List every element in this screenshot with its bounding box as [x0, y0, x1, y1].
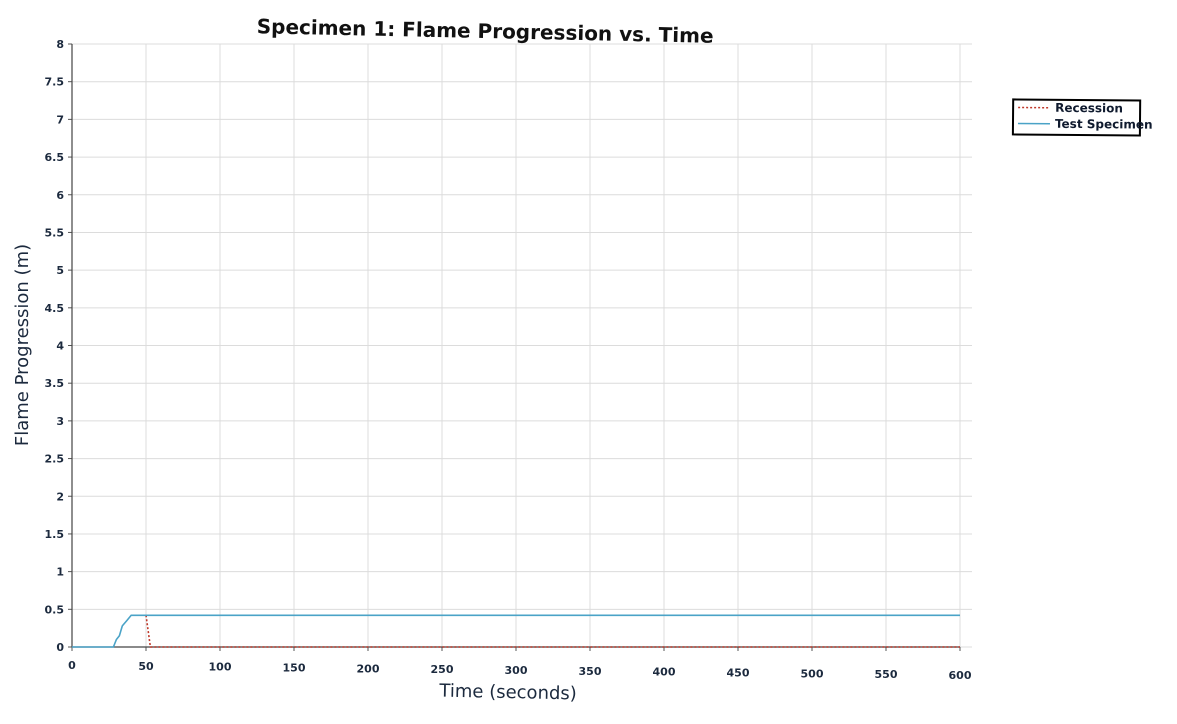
y-tick-label: 4 [56, 340, 64, 353]
x-tick-label: 600 [949, 669, 972, 682]
x-tick-label: 550 [875, 668, 898, 681]
y-tick-label: 1 [56, 566, 64, 579]
legend-label-test-specimen: Test Specimen [1055, 117, 1153, 132]
x-tick-label: 50 [138, 660, 154, 673]
y-tick-label: 0.5 [45, 603, 65, 616]
y-tick-label: 7 [56, 113, 64, 126]
x-tick-label: 200 [357, 662, 380, 675]
y-tick-label: 3 [56, 415, 64, 428]
y-tick-label: 3.5 [45, 377, 65, 390]
y-axis-label: Flame Progression (m) [12, 244, 33, 446]
y-tick-label: 5.5 [45, 226, 65, 239]
y-tick-label: 6.5 [45, 151, 65, 164]
y-tick-label: 6 [56, 189, 64, 202]
y-tick-label: 2.5 [45, 453, 65, 466]
y-tick-label: 8 [56, 38, 64, 51]
y-tick-label: 0 [56, 641, 64, 654]
legend: Recession Test Specimen [1013, 99, 1153, 135]
x-tick-label: 0 [68, 659, 76, 672]
y-tick-label: 5 [56, 264, 64, 277]
y-tick-label: 4.5 [45, 302, 65, 315]
x-axis-label: Time (seconds) [438, 681, 577, 705]
y-tick-label: 2 [56, 490, 64, 503]
x-tick-label: 350 [579, 665, 602, 678]
legend-label-recession: Recession [1055, 101, 1123, 116]
y-tick-label: 1.5 [45, 528, 65, 541]
y-tick-label: 7.5 [45, 76, 65, 89]
x-tick-label: 100 [209, 661, 232, 674]
x-tick-label: 450 [727, 667, 750, 680]
x-tick-label: 500 [801, 667, 824, 680]
x-tick-label: 150 [283, 662, 306, 675]
x-tick-label: 400 [653, 666, 676, 679]
x-tick-label: 250 [431, 663, 454, 676]
x-tick-label: 300 [505, 664, 528, 677]
